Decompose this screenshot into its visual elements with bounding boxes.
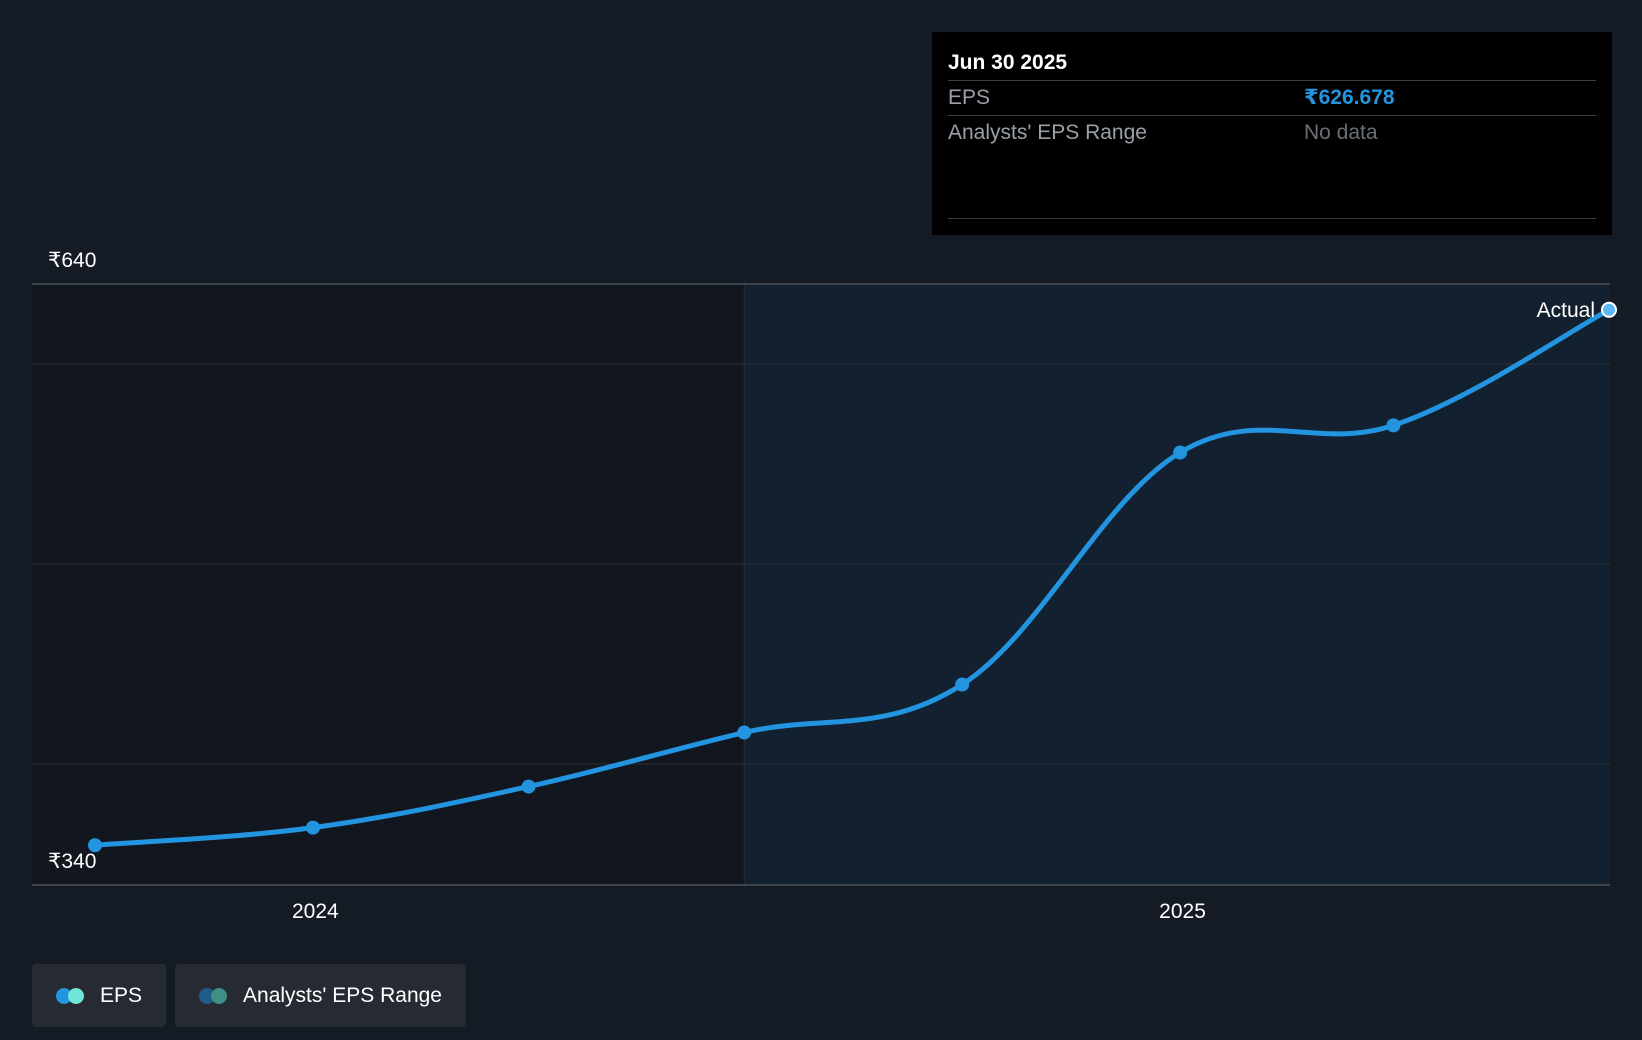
x-tick-label: 2025 (1159, 900, 1206, 923)
eps-point[interactable] (305, 820, 320, 835)
eps-legend-icon (56, 987, 86, 1004)
forecast-region-background (744, 284, 1610, 885)
tooltip-eps-value: ₹626.678 (1304, 86, 1395, 109)
tooltip-range-value: No data (1304, 121, 1378, 144)
tooltip-range-row: Analysts' EPS Range No data (948, 115, 1596, 150)
tooltip-date: Jun 30 2025 (948, 51, 1068, 74)
legend: EPS Analysts' EPS Range (32, 964, 466, 1027)
tooltip-eps-label: EPS (948, 86, 991, 109)
y-tick-label-top: ₹640 (48, 249, 96, 272)
legend-eps-label: EPS (100, 983, 143, 1007)
actual-label: Actual (1537, 299, 1595, 322)
x-tick-label: 2024 (292, 900, 339, 923)
past-region-background (32, 284, 745, 885)
eps-point[interactable] (737, 725, 752, 740)
legend-item-analyst-range[interactable]: Analysts' EPS Range (175, 964, 466, 1027)
eps-point[interactable] (1173, 445, 1188, 460)
legend-analyst-range-label: Analysts' EPS Range (243, 983, 442, 1007)
eps-point[interactable] (1386, 418, 1401, 433)
tooltip: Jun 30 2025 EPS ₹626.678 Analysts' EPS R… (932, 32, 1612, 235)
legend-item-eps[interactable]: EPS (32, 964, 167, 1027)
tooltip-divider (948, 218, 1596, 219)
tooltip-eps-row: EPS ₹626.678 (948, 80, 1596, 115)
eps-point[interactable] (521, 779, 536, 794)
eps-point[interactable] (955, 677, 970, 692)
tooltip-range-label: Analysts' EPS Range (948, 121, 1147, 144)
eps-point-latest[interactable] (1601, 301, 1617, 318)
y-tick-label-bottom: ₹340 (48, 850, 96, 873)
eps-point[interactable] (88, 838, 102, 853)
analyst-range-legend-icon (199, 987, 229, 1004)
eps-series-line (92, 307, 1612, 848)
